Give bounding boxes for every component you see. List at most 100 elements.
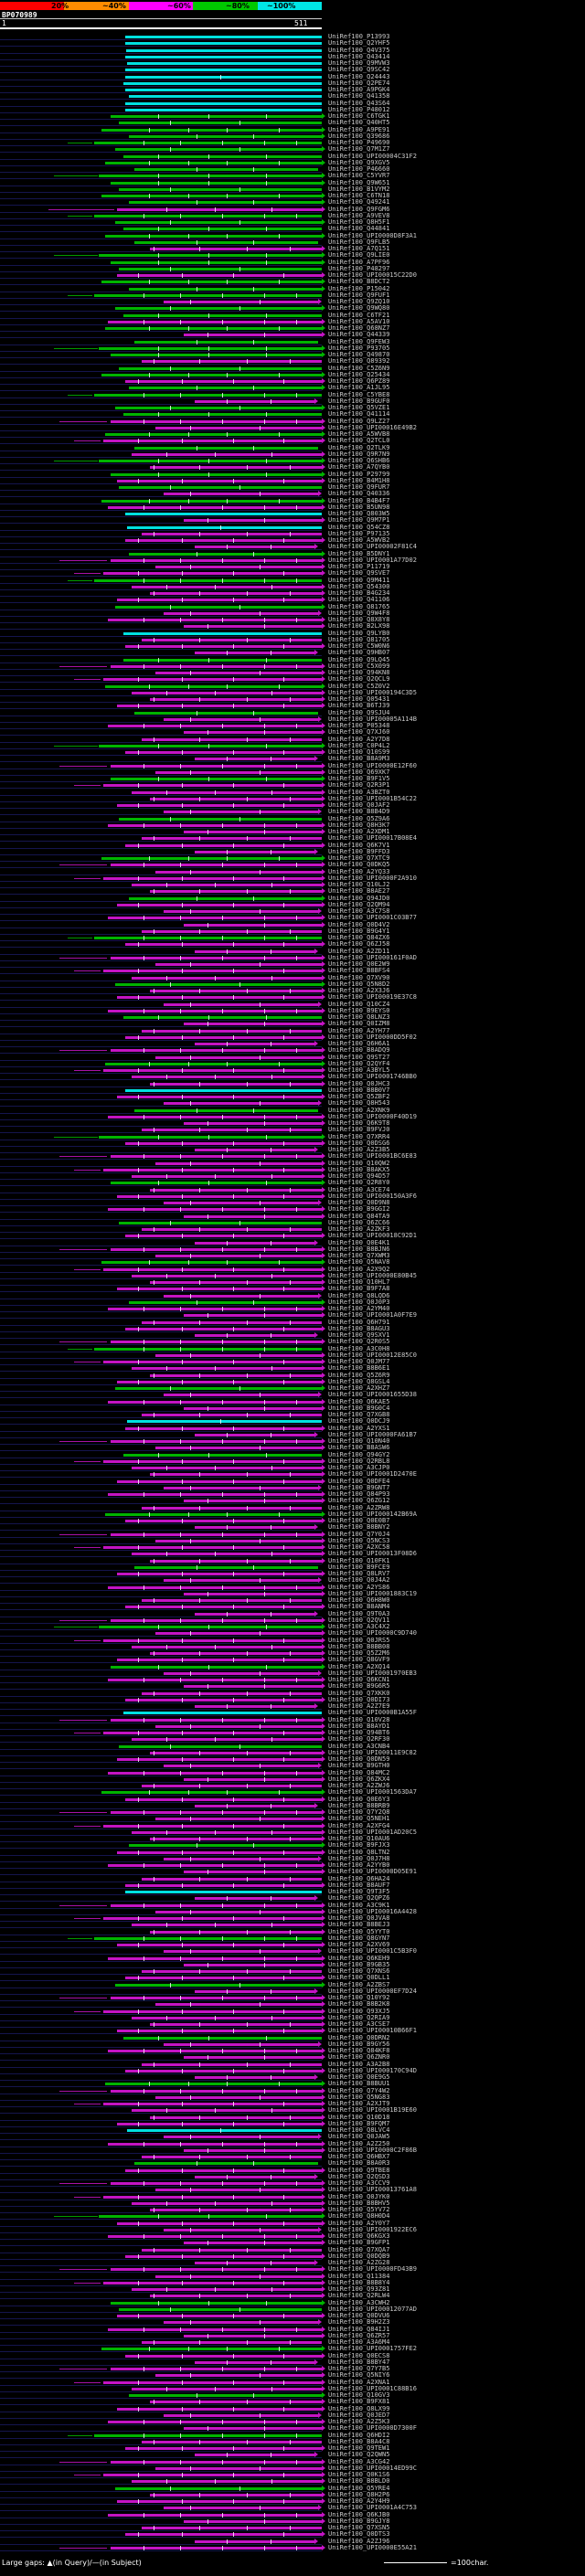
- alignment-bar[interactable]: [150, 697, 322, 702]
- subject-accession-link[interactable]: UniRef100_A2YXS1: [328, 1424, 390, 1432]
- alignment-bar[interactable]: [150, 796, 322, 801]
- subject-accession-link[interactable]: UniRef100_B8BFS4: [328, 967, 390, 975]
- subject-accession-link[interactable]: UniRef100_Q8X8Y8: [328, 616, 390, 623]
- alignment-bar[interactable]: [103, 1823, 322, 1829]
- subject-accession-link[interactable]: UniRef100_Q0DQB9: [328, 2252, 390, 2260]
- subject-accession-link[interactable]: UniRef100_Q41106: [328, 596, 390, 604]
- alignment-bar[interactable]: [125, 1088, 322, 1092]
- subject-accession-link[interactable]: UniRef100_B2LX98: [328, 622, 390, 631]
- subject-accession-link[interactable]: UniRef100_Q0DTS3: [328, 2530, 390, 2539]
- subject-accession-link[interactable]: UniRef100_Q7XTC9: [328, 854, 390, 862]
- alignment-bar[interactable]: [132, 451, 322, 457]
- subject-accession-link[interactable]: UniRef100_A2XNK9: [328, 1106, 390, 1114]
- subject-accession-link[interactable]: UniRef100_Q6ZR57: [328, 2331, 390, 2339]
- alignment-bar[interactable]: [155, 2274, 322, 2279]
- alignment-bar[interactable]: [155, 1909, 322, 1914]
- subject-accession-link[interactable]: UniRef100_Q2QPZ6: [328, 1894, 390, 1903]
- alignment-bar[interactable]: [164, 716, 318, 722]
- subject-accession-link[interactable]: UniRef100_A9VEV8: [328, 211, 390, 219]
- alignment-bar[interactable]: [99, 743, 322, 748]
- alignment-bar[interactable]: [195, 1148, 314, 1152]
- subject-accession-link[interactable]: UniRef100_A3CE74: [328, 1185, 390, 1193]
- subject-accession-link[interactable]: UniRef100_Q81705: [328, 635, 390, 643]
- subject-accession-link[interactable]: UniRef100_B9FFD3: [328, 847, 390, 855]
- alignment-bar[interactable]: [132, 1174, 322, 1179]
- subject-accession-link[interactable]: UniRef100_Q6H791: [328, 1318, 390, 1326]
- subject-accession-link[interactable]: UniRef100_A2XFG4: [328, 1821, 390, 1829]
- alignment-bar[interactable]: [129, 1843, 322, 1849]
- subject-accession-link[interactable]: UniRef100_Q9SJU4: [328, 708, 390, 716]
- subject-accession-link[interactable]: UniRef100_Q6ZNR0: [328, 2053, 390, 2062]
- subject-accession-link[interactable]: UniRef100_Q0DVU6: [328, 2312, 390, 2319]
- subject-accession-link[interactable]: UniRef100_Q6HDI2: [328, 2431, 390, 2439]
- subject-accession-link[interactable]: UniRef100_P29799: [328, 470, 390, 478]
- subject-accession-link[interactable]: UniRef100_C6TGK1: [328, 112, 390, 120]
- subject-accession-link[interactable]: UniRef100_Q7Y2Q8: [328, 1808, 390, 1816]
- alignment-bar[interactable]: [142, 737, 322, 742]
- subject-accession-link[interactable]: UniRef100_B8AUF7: [328, 1881, 390, 1889]
- alignment-bar[interactable]: [150, 2492, 322, 2497]
- alignment-bar[interactable]: [184, 1776, 322, 1782]
- alignment-bar[interactable]: [117, 902, 322, 907]
- subject-accession-link[interactable]: UniRef100_Q10QW2: [328, 1159, 390, 1167]
- subject-accession-link[interactable]: UniRef100_A2ZWJ6: [328, 1782, 390, 1789]
- alignment-bar[interactable]: [155, 1538, 322, 1543]
- alignment-bar[interactable]: [125, 1234, 322, 1239]
- alignment-bar[interactable]: [155, 1631, 322, 1637]
- alignment-bar[interactable]: [99, 345, 322, 351]
- subject-accession-link[interactable]: UniRef100_Q2QSD3: [328, 2172, 390, 2180]
- alignment-bar[interactable]: [155, 2002, 322, 2008]
- alignment-bar[interactable]: [115, 220, 322, 225]
- alignment-bar[interactable]: [111, 1246, 322, 1252]
- alignment-bar[interactable]: [108, 2512, 322, 2518]
- subject-accession-link[interactable]: UniRef100_Q8LVC4: [328, 2126, 390, 2134]
- alignment-bar[interactable]: [150, 2022, 322, 2027]
- alignment-bar[interactable]: [155, 1161, 322, 1166]
- subject-accession-link[interactable]: UniRef100_Q81765: [328, 602, 390, 610]
- alignment-bar[interactable]: [164, 1949, 318, 1955]
- subject-accession-link[interactable]: UniRef100_A5AV10: [328, 317, 390, 325]
- subject-accession-link[interactable]: UniRef100_Q2R3P1: [328, 781, 390, 790]
- subject-accession-link[interactable]: UniRef100_Q7XRR4: [328, 1132, 390, 1140]
- alignment-bar[interactable]: [142, 359, 322, 365]
- alignment-bar[interactable]: [117, 1287, 322, 1292]
- alignment-bar[interactable]: [142, 1413, 322, 1417]
- subject-accession-link[interactable]: UniRef100_A2YS86: [328, 1583, 390, 1591]
- alignment-bar[interactable]: [125, 2068, 322, 2073]
- alignment-bar[interactable]: [125, 55, 322, 58]
- alignment-bar[interactable]: [195, 1611, 314, 1617]
- alignment-bar[interactable]: [108, 319, 322, 324]
- alignment-bar[interactable]: [142, 836, 322, 842]
- subject-accession-link[interactable]: UniRef100_Q8GVF9: [328, 1656, 390, 1664]
- alignment-bar[interactable]: [142, 928, 322, 934]
- alignment-bar[interactable]: [111, 1181, 322, 1186]
- subject-accession-link[interactable]: UniRef100_Q0JYK0: [328, 2192, 390, 2200]
- alignment-bar[interactable]: [129, 133, 322, 139]
- subject-accession-link[interactable]: UniRef100_Q10V28: [328, 1715, 390, 1723]
- alignment-bar[interactable]: [99, 459, 322, 463]
- subject-accession-link[interactable]: UniRef100_Q8GYN7: [328, 1934, 390, 1942]
- subject-accession-link[interactable]: UniRef100_C5YBE8: [328, 390, 390, 398]
- alignment-bar[interactable]: [117, 1479, 322, 1484]
- subject-accession-link[interactable]: UniRef100_Q25434: [328, 370, 390, 378]
- alignment-bar[interactable]: [132, 1466, 322, 1470]
- alignment-bar[interactable]: [125, 2353, 322, 2359]
- subject-accession-link[interactable]: UniRef100_A7Q151: [328, 245, 390, 252]
- alignment-bar[interactable]: [132, 2386, 322, 2391]
- alignment-bar[interactable]: [125, 36, 322, 38]
- alignment-bar[interactable]: [155, 2373, 322, 2379]
- subject-accession-link[interactable]: UniRef100_Q41358: [328, 92, 390, 101]
- alignment-bar[interactable]: [111, 2459, 322, 2465]
- subject-accession-link[interactable]: UniRef100_P13993: [328, 33, 390, 40]
- alignment-bar[interactable]: [142, 637, 322, 642]
- alignment-bar[interactable]: [184, 1405, 322, 1411]
- subject-accession-link[interactable]: UniRef100_Q9LYB0: [328, 629, 390, 637]
- subject-accession-link[interactable]: UniRef100_A2Z3B5: [328, 1146, 390, 1153]
- alignment-bar[interactable]: [164, 1002, 318, 1007]
- alignment-bar[interactable]: [164, 2041, 318, 2047]
- alignment-bar[interactable]: [150, 1750, 322, 1755]
- alignment-bar[interactable]: [119, 186, 322, 192]
- subject-accession-link[interactable]: UniRef100_Q6ZG12: [328, 1497, 390, 1505]
- alignment-bar[interactable]: [125, 69, 322, 72]
- subject-accession-link[interactable]: UniRef100_Q9SC42: [328, 66, 390, 74]
